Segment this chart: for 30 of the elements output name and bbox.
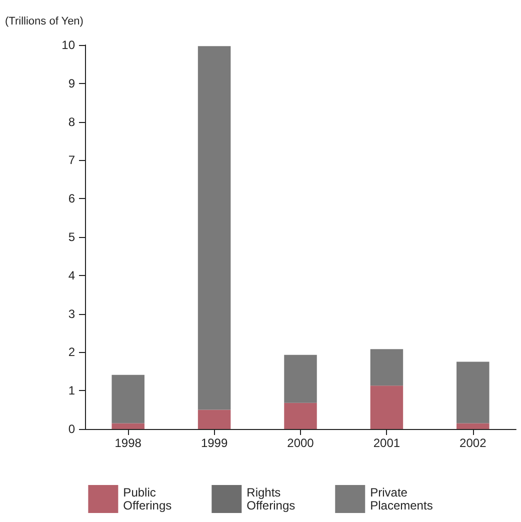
y-tick-label: 3 <box>68 306 76 321</box>
x-tick-label: 1999 <box>200 436 228 450</box>
y-tick-label: 10 <box>62 38 76 52</box>
y-tick-label: 7 <box>68 153 76 168</box>
y-tick-label: 2 <box>68 345 76 360</box>
bar <box>284 402 317 429</box>
y-tick-label: 6 <box>68 192 76 206</box>
y-tick-label: 0 <box>68 422 76 436</box>
x-tick-label: 2002 <box>460 436 487 450</box>
x-tick-label: 2001 <box>373 436 400 450</box>
y-axis-title: (Trillions of Yen) <box>5 16 84 28</box>
bar <box>198 46 231 410</box>
bar <box>112 423 144 429</box>
legend-label: Public Offerings <box>123 486 172 512</box>
y-tick-label: 5 <box>68 230 76 244</box>
y-tick-label: 1 <box>68 384 76 398</box>
bar <box>456 362 490 424</box>
legend-label: Private Placements <box>370 486 433 512</box>
y-tick-label: 9 <box>68 76 76 90</box>
bar <box>198 410 231 429</box>
x-tick-label: 2000 <box>287 436 314 450</box>
bar <box>456 423 490 429</box>
bar <box>370 349 404 386</box>
bar <box>370 386 404 429</box>
y-tick-label: 8 <box>68 114 76 129</box>
bar <box>284 354 317 403</box>
bar <box>112 374 144 424</box>
legend-label: Rights Offerings <box>246 486 296 512</box>
y-tick-label: 4 <box>68 268 76 282</box>
x-tick-label: 1998 <box>114 436 142 450</box>
